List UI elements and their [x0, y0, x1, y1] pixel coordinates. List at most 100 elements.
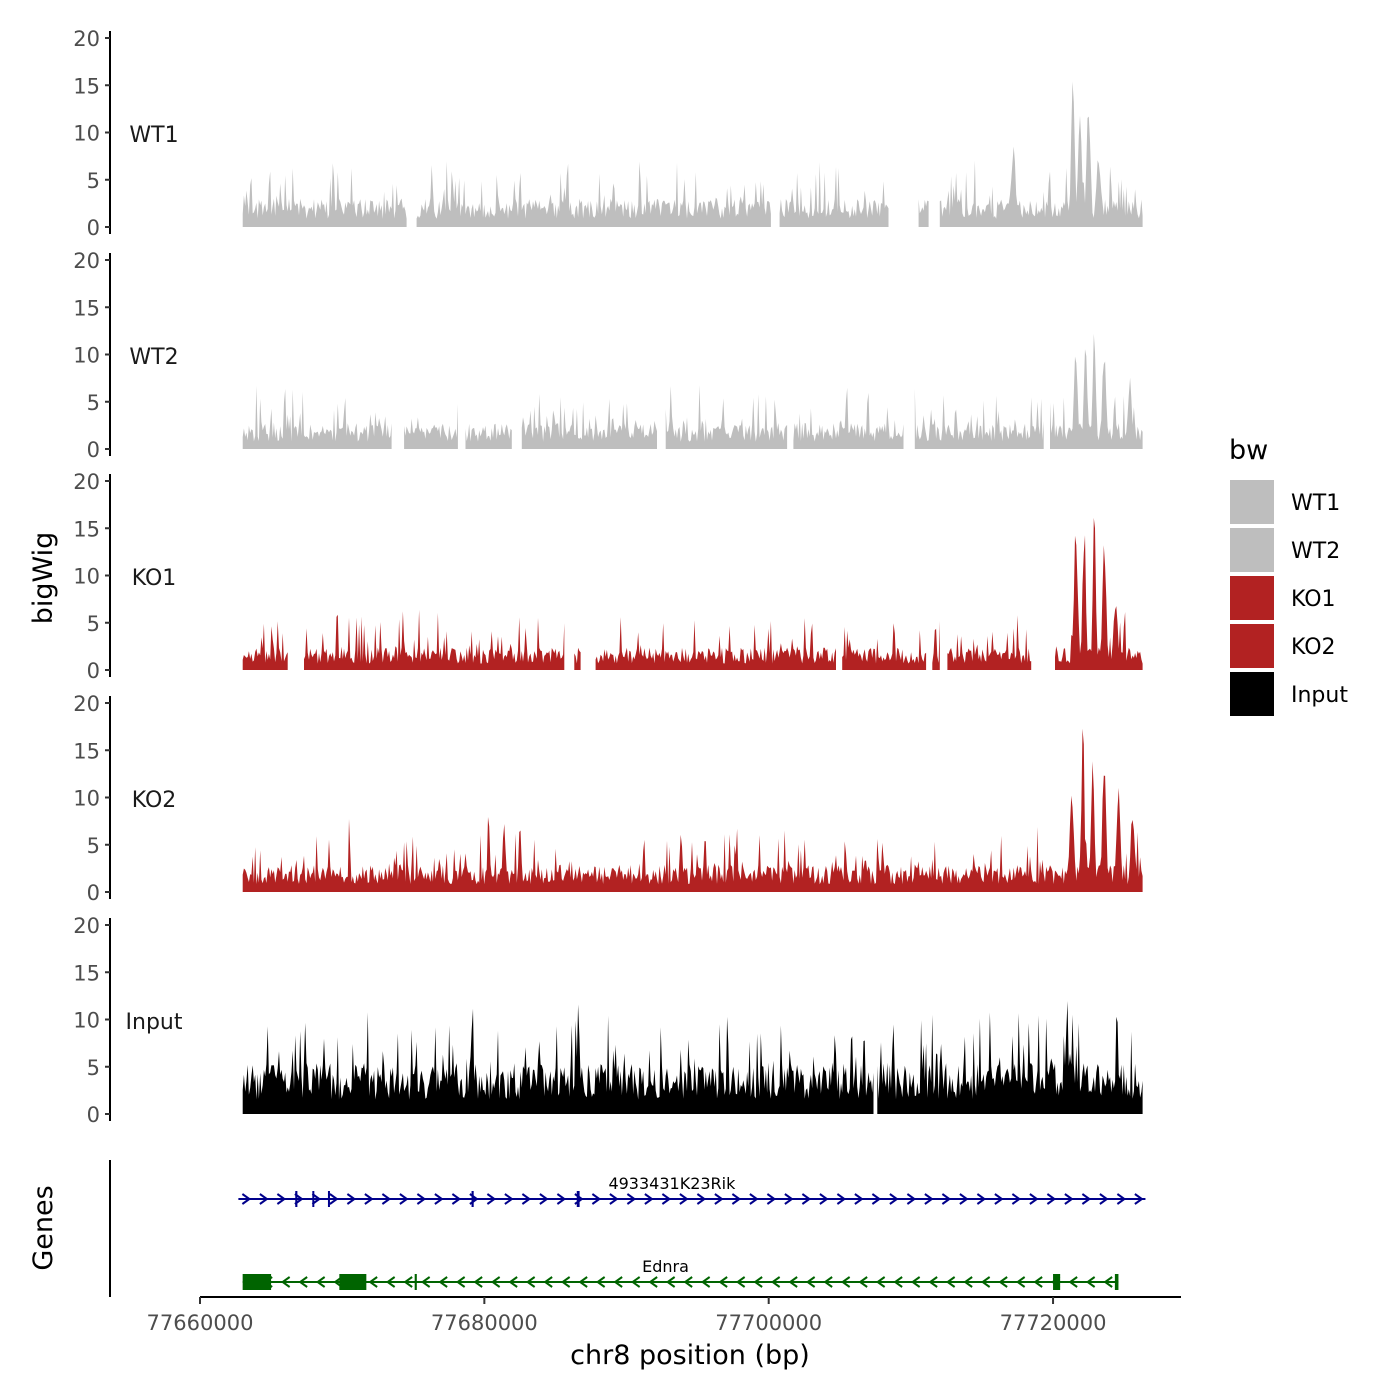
exon [576, 1191, 580, 1207]
legend-label: WT2 [1291, 539, 1340, 564]
signal-area-wt1 [918, 199, 929, 227]
exon [339, 1274, 367, 1290]
y-axis-title: bigWig [28, 532, 59, 625]
strand-arrow [871, 1193, 882, 1205]
strand-arrow [805, 1276, 816, 1288]
y-tick-label: 5 [87, 169, 100, 193]
x-tick-label: 77660000 [147, 1311, 254, 1335]
y-tick-label: 0 [87, 659, 100, 683]
strand-arrow [928, 1276, 938, 1288]
strand-arrow [613, 1276, 623, 1288]
y-tick-label: 20 [73, 27, 100, 51]
track-ko1: 0 5 10 15 20 KO1 [73, 470, 1143, 683]
legend-swatch [1230, 528, 1274, 572]
strand-arrow [963, 1276, 973, 1288]
legend-label: WT1 [1291, 491, 1340, 516]
legend-swatch [1230, 576, 1274, 620]
signal-area-ko1 [1055, 517, 1143, 670]
strand-arrow [1029, 1193, 1039, 1205]
y-tick-label: 20 [73, 470, 100, 494]
legend-item-ko1: KO1 [1230, 576, 1336, 620]
strand-arrow [858, 1276, 868, 1288]
strand-arrow [241, 1193, 252, 1205]
exon [1053, 1274, 1061, 1290]
strand-arrow [486, 1193, 497, 1205]
signal-area-ko1 [242, 621, 288, 670]
strand-arrow [556, 1193, 567, 1205]
y-tick-label: 20 [73, 914, 100, 938]
strand-arrow [490, 1276, 501, 1288]
gene-label: 4933431K23Rik [608, 1174, 736, 1193]
strand-arrow [543, 1276, 553, 1288]
exon [414, 1274, 417, 1290]
strand-arrow [1011, 1193, 1022, 1205]
legend-swatch [1230, 624, 1274, 668]
signal-area-wt2 [521, 394, 657, 449]
strand-arrow [508, 1276, 518, 1288]
x-tick-label: 77700000 [715, 1311, 822, 1335]
strand-arrow [416, 1193, 427, 1205]
y-tick-label: 15 [73, 739, 100, 763]
legend-swatch [1230, 672, 1274, 716]
track-label-wt2: WT2 [129, 345, 178, 370]
strand-arrow [661, 1193, 672, 1205]
exon [242, 1274, 272, 1290]
strand-arrow [819, 1193, 829, 1205]
strand-arrow [525, 1276, 536, 1288]
signal-area-ko1 [304, 609, 565, 670]
y-tick-label: 0 [87, 438, 100, 462]
strand-arrow [346, 1193, 357, 1205]
legend-label: KO2 [1291, 635, 1336, 660]
strand-arrow [959, 1193, 969, 1205]
strand-arrow [696, 1193, 707, 1205]
strand-arrow [889, 1193, 899, 1205]
strand-arrow [840, 1276, 851, 1288]
legend-item-input: Input [1230, 672, 1348, 716]
y-tick-label: 15 [73, 296, 100, 320]
strand-arrow [280, 1276, 291, 1288]
signal-area-ko1 [842, 623, 927, 670]
strand-arrow [665, 1276, 676, 1288]
track-label-ko1: KO1 [132, 566, 177, 591]
strand-arrow [714, 1193, 724, 1205]
signal-area-wt2 [1050, 333, 1143, 449]
strand-arrow [875, 1276, 886, 1288]
genes-axis-title: Genes [28, 1185, 59, 1270]
strand-arrow [473, 1276, 483, 1288]
strand-arrow [630, 1276, 641, 1288]
strand-arrow [753, 1276, 763, 1288]
strand-arrow [1116, 1193, 1127, 1205]
strand-arrow [1068, 1276, 1078, 1288]
signal-area-wt2 [465, 423, 512, 449]
strand-arrow [1134, 1193, 1144, 1205]
strand-arrow [784, 1193, 794, 1205]
track-wt2: 0 5 10 15 20 WT2 [73, 249, 1143, 462]
strand-arrow [298, 1276, 308, 1288]
genes-track: 4933431K23Rik Ednra [109, 1160, 1146, 1297]
strand-arrow [1085, 1276, 1096, 1288]
legend-swatch [1230, 480, 1274, 524]
strand-arrow [893, 1276, 903, 1288]
signal-area-wt1 [779, 162, 889, 227]
strand-arrow [945, 1276, 956, 1288]
strand-arrow [420, 1276, 431, 1288]
signal-area-wt2 [914, 388, 1044, 449]
strand-arrow [700, 1276, 711, 1288]
track-label-wt1: WT1 [129, 123, 178, 148]
strand-arrow [276, 1193, 287, 1205]
y-tick-label: 0 [87, 216, 100, 240]
y-tick-label: 20 [73, 692, 100, 716]
signal-area-ko2 [242, 728, 1143, 892]
strand-arrow [910, 1276, 921, 1288]
signal-area-ko1 [574, 647, 581, 670]
strand-arrow [998, 1276, 1008, 1288]
strand-arrow [941, 1193, 952, 1205]
strand-arrow [735, 1276, 746, 1288]
legend-item-wt1: WT1 [1230, 480, 1340, 524]
strand-arrow [770, 1276, 781, 1288]
strand-arrow [560, 1276, 571, 1288]
strand-arrow [683, 1276, 693, 1288]
strand-arrow [976, 1193, 987, 1205]
gene-ednra: Ednra [242, 1257, 1119, 1290]
